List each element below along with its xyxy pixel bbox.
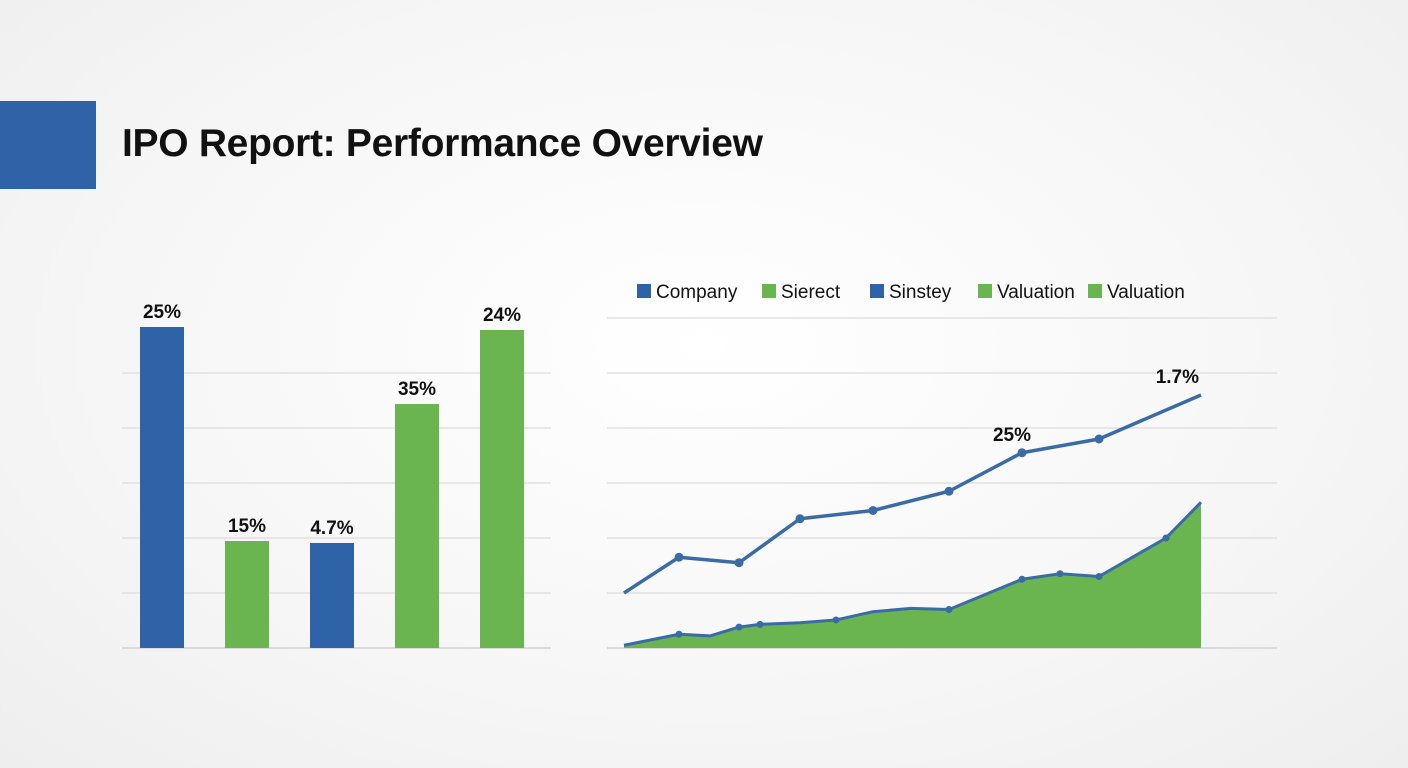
bar-value-label: 4.7% [310, 518, 353, 539]
legend-item-label: Company [656, 282, 738, 303]
area-series-point [675, 630, 683, 638]
bar-value-label: 24% [483, 305, 521, 326]
line-chart-legend: Company Sierect Sinstey Valuation Valuation [637, 282, 1185, 303]
bar-chart: 25% 15% 4.7% 35% 24% [122, 302, 551, 649]
line-series-point [674, 552, 684, 562]
legend-swatch [637, 284, 651, 298]
bar [140, 327, 184, 648]
bar-value-label: 35% [398, 379, 436, 400]
legend-item-label: Valuation [1107, 282, 1185, 303]
area-series-point [1162, 534, 1170, 542]
area-series-point [756, 620, 764, 628]
area-series-point [945, 606, 953, 613]
line-chart-annotations: 25% 1.7% [993, 367, 1199, 446]
title-accent-block [0, 101, 96, 189]
line-annotation-label: 1.7% [1156, 367, 1199, 388]
area-series-point [1095, 573, 1103, 580]
line-chart-area-series [623, 501, 1203, 648]
legend-swatch [762, 284, 776, 298]
line-series-point [795, 514, 805, 524]
area-series-point [1018, 575, 1026, 583]
legend-swatch [978, 284, 992, 298]
bar [395, 404, 439, 648]
bar [480, 330, 524, 648]
bar [310, 543, 354, 648]
legend-swatch [870, 284, 884, 298]
area-series-fill [624, 502, 1201, 648]
line-series-point [868, 506, 878, 515]
line-series-point [734, 558, 744, 568]
line-series-path [623, 393, 1202, 595]
area-series-point [735, 623, 743, 631]
bar [225, 541, 269, 648]
bar-value-label: 15% [228, 516, 266, 537]
area-series-point [832, 616, 840, 624]
legend-item-label: Sinstey [889, 282, 952, 303]
area-series-point [1056, 570, 1064, 578]
line-series-point [1017, 448, 1027, 458]
line-series-point [944, 486, 954, 496]
bar-chart-value-labels: 25% 15% 4.7% 35% 24% [143, 302, 521, 539]
line-series-point [1094, 434, 1104, 444]
bar-value-label: 25% [143, 302, 181, 323]
legend-item-label: Valuation [997, 282, 1075, 303]
legend-item-label: Sierect [781, 282, 841, 303]
line-annotation-label: 25% [993, 425, 1031, 446]
legend-swatch [1088, 284, 1102, 298]
bar-chart-bars [140, 327, 524, 648]
area-series-outline [623, 501, 1203, 647]
line-chart-line-series [623, 393, 1202, 595]
page-title: IPO Report: Performance Overview [122, 122, 763, 165]
